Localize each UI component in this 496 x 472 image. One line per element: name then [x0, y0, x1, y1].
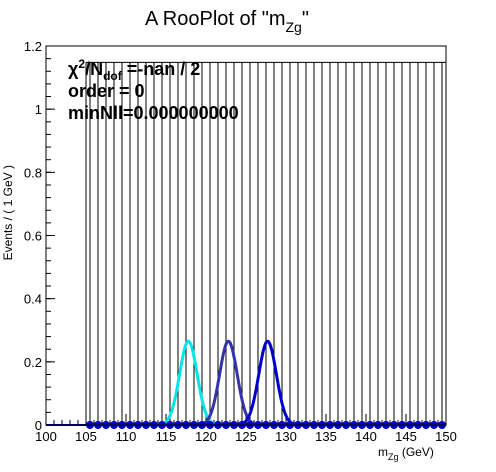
x-tick-label: 145 — [395, 429, 417, 444]
fit-stats-box: χ2/Ndof =-nan / 2 order = 0 minNll=0.000… — [68, 57, 239, 123]
x-tick-label: 150 — [435, 429, 457, 444]
x-tick-label: 110 — [116, 429, 137, 444]
chart-title: A RooPlot of "mZg" — [145, 8, 309, 35]
order-line: order = 0 — [68, 81, 145, 101]
y-tick-label: 0 — [35, 418, 42, 433]
y-tick-label: 0.4 — [24, 292, 42, 307]
x-tick-label: 140 — [355, 429, 377, 444]
x-tick-label: 125 — [235, 429, 257, 444]
y-tick-label: 0.8 — [24, 165, 42, 180]
y-tick-label: 0.6 — [24, 229, 42, 244]
x-axis-label: mZg (GeV) — [378, 445, 434, 462]
plot-frame — [45, 45, 447, 426]
x-tick-label: 130 — [275, 429, 297, 444]
y-tick-label: 0.2 — [24, 355, 42, 370]
x-tick-label: 100 — [35, 429, 57, 444]
x-tick-label: 120 — [195, 429, 217, 444]
minnll-line: minNll=0.000000000 — [68, 103, 239, 123]
chi2-line: χ2/Ndof =-nan / 2 — [68, 57, 200, 83]
x-tick-label: 115 — [156, 429, 177, 444]
x-tick-label: 135 — [315, 429, 337, 444]
x-tick-label: 105 — [75, 429, 97, 444]
fit-curve-1 — [153, 339, 224, 427]
y-tick-label: 1 — [35, 102, 42, 117]
fit-curves — [153, 339, 303, 427]
fit-curve-3 — [232, 339, 303, 427]
y-axis: 0 0.2 0.4 0.6 0.8 1 1.2 — [24, 39, 55, 433]
y-tick-label: 1.2 — [24, 39, 42, 54]
y-axis-label: Events / ( 1 GeV ) — [1, 165, 15, 260]
data-points — [86, 421, 446, 429]
fit-curve-2 — [193, 339, 264, 427]
